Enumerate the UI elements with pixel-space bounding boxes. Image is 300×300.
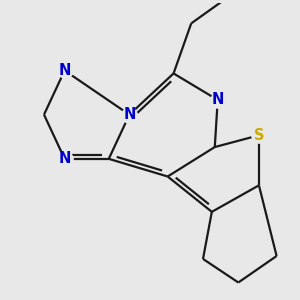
Text: N: N <box>212 92 224 107</box>
Text: N: N <box>58 151 71 166</box>
Text: N: N <box>58 63 71 78</box>
Text: N: N <box>123 107 136 122</box>
Text: S: S <box>254 128 264 143</box>
